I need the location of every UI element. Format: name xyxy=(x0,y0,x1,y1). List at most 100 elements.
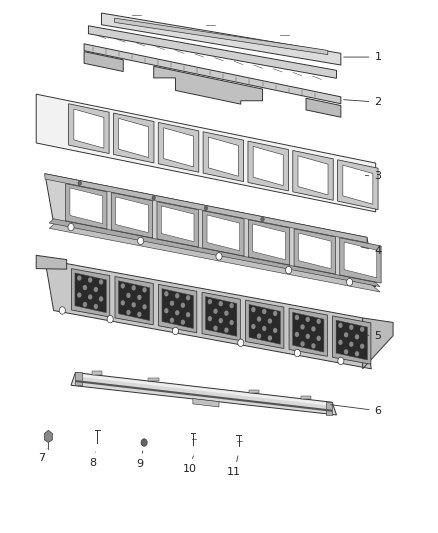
Circle shape xyxy=(83,302,87,307)
Circle shape xyxy=(306,334,310,339)
Circle shape xyxy=(338,357,344,365)
Polygon shape xyxy=(293,312,324,352)
Circle shape xyxy=(99,279,103,285)
Polygon shape xyxy=(193,399,219,407)
Text: 9: 9 xyxy=(136,451,143,469)
Circle shape xyxy=(338,322,343,328)
Polygon shape xyxy=(66,184,107,229)
Polygon shape xyxy=(88,26,336,78)
Polygon shape xyxy=(163,128,194,167)
Circle shape xyxy=(137,295,141,300)
Circle shape xyxy=(88,277,92,282)
Polygon shape xyxy=(157,201,198,247)
Circle shape xyxy=(83,285,87,290)
Polygon shape xyxy=(45,430,52,442)
Circle shape xyxy=(224,327,229,333)
Circle shape xyxy=(344,332,348,337)
Polygon shape xyxy=(325,402,332,415)
Polygon shape xyxy=(253,224,286,260)
Circle shape xyxy=(338,340,343,345)
Polygon shape xyxy=(298,156,328,195)
Circle shape xyxy=(68,223,74,231)
Circle shape xyxy=(300,341,305,346)
Circle shape xyxy=(257,333,261,338)
Circle shape xyxy=(346,278,353,286)
Circle shape xyxy=(99,296,103,302)
Polygon shape xyxy=(75,372,82,385)
Polygon shape xyxy=(36,255,67,269)
Polygon shape xyxy=(336,320,367,360)
Circle shape xyxy=(317,336,321,341)
Polygon shape xyxy=(118,281,150,320)
Polygon shape xyxy=(69,104,109,154)
Polygon shape xyxy=(45,260,371,369)
Circle shape xyxy=(77,276,81,281)
Polygon shape xyxy=(70,188,102,224)
Circle shape xyxy=(355,334,359,340)
Circle shape xyxy=(164,291,169,296)
Polygon shape xyxy=(294,229,336,274)
Circle shape xyxy=(208,299,212,304)
Polygon shape xyxy=(298,233,331,269)
Text: 3: 3 xyxy=(365,172,381,181)
Circle shape xyxy=(257,317,261,322)
Polygon shape xyxy=(113,113,154,163)
Circle shape xyxy=(186,312,190,317)
Text: 2: 2 xyxy=(344,97,381,107)
Polygon shape xyxy=(293,150,333,200)
Circle shape xyxy=(131,302,136,308)
Polygon shape xyxy=(92,372,102,375)
Circle shape xyxy=(306,317,310,322)
Polygon shape xyxy=(71,269,110,317)
Polygon shape xyxy=(249,390,259,393)
Circle shape xyxy=(120,283,125,288)
Polygon shape xyxy=(338,160,378,209)
Polygon shape xyxy=(343,165,373,204)
Polygon shape xyxy=(36,94,376,212)
Circle shape xyxy=(355,351,359,357)
Circle shape xyxy=(152,196,155,200)
Circle shape xyxy=(173,327,179,335)
Text: 7: 7 xyxy=(38,448,47,463)
Polygon shape xyxy=(207,215,240,251)
Circle shape xyxy=(360,344,364,349)
Circle shape xyxy=(238,339,244,346)
Text: 8: 8 xyxy=(89,452,96,467)
Polygon shape xyxy=(332,316,371,364)
Circle shape xyxy=(294,349,300,357)
Circle shape xyxy=(268,335,272,341)
Circle shape xyxy=(142,287,147,293)
Circle shape xyxy=(295,315,299,320)
Polygon shape xyxy=(205,296,237,336)
Circle shape xyxy=(175,310,180,316)
Polygon shape xyxy=(340,238,381,283)
Polygon shape xyxy=(111,192,152,238)
Polygon shape xyxy=(162,289,193,328)
Circle shape xyxy=(213,309,218,314)
Circle shape xyxy=(181,320,185,325)
Text: 1: 1 xyxy=(344,52,381,62)
Polygon shape xyxy=(71,373,336,415)
Circle shape xyxy=(251,324,255,329)
Polygon shape xyxy=(49,221,380,292)
Polygon shape xyxy=(115,18,328,54)
Circle shape xyxy=(164,308,169,313)
Polygon shape xyxy=(301,396,311,399)
Polygon shape xyxy=(148,378,159,381)
Circle shape xyxy=(311,326,316,332)
Polygon shape xyxy=(119,118,149,158)
Polygon shape xyxy=(202,292,240,341)
Circle shape xyxy=(175,293,180,298)
Circle shape xyxy=(295,332,299,337)
Circle shape xyxy=(137,312,141,317)
Circle shape xyxy=(219,318,223,323)
Text: 4: 4 xyxy=(361,246,381,256)
Polygon shape xyxy=(154,66,262,104)
Circle shape xyxy=(94,287,98,292)
Text: 10: 10 xyxy=(182,456,196,474)
Circle shape xyxy=(273,311,277,316)
Circle shape xyxy=(251,307,255,312)
Polygon shape xyxy=(344,242,377,278)
Circle shape xyxy=(317,319,321,324)
Polygon shape xyxy=(248,220,290,265)
